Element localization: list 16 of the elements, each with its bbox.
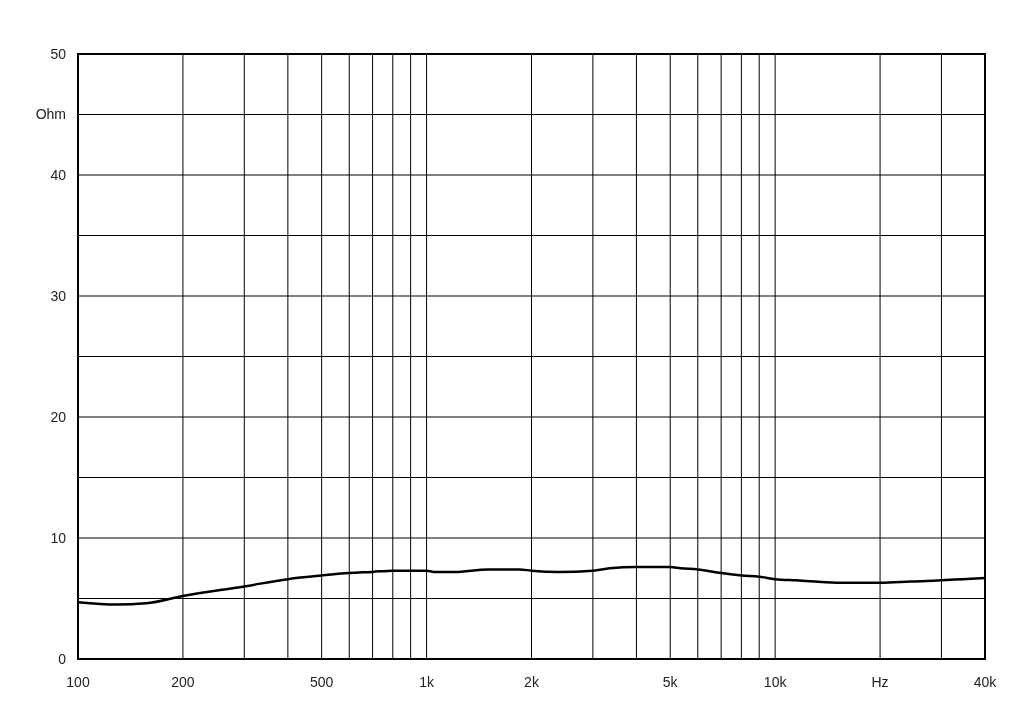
x-tick-label: 200 <box>171 673 195 690</box>
y-tick-label: 0 <box>58 650 67 667</box>
x-tick-label: 10k <box>763 673 788 690</box>
x-tick-label: 40k <box>973 673 998 690</box>
x-tick-label: 1k <box>419 673 435 690</box>
x-tick-label: Hz <box>871 673 889 690</box>
y-tick-label: Ohm <box>35 106 66 123</box>
y-tick-label: 20 <box>50 408 67 425</box>
x-tick-label: 5k <box>662 673 679 690</box>
y-tick-label: 10 <box>50 529 67 546</box>
x-tick-label: 2k <box>524 673 540 690</box>
y-tick-label: 30 <box>50 287 67 304</box>
x-tick-label: 500 <box>309 673 334 690</box>
y-tick-label: 50 <box>50 45 67 62</box>
y-tick-label: 40 <box>50 166 67 183</box>
x-tick-label: 100 <box>66 673 90 690</box>
